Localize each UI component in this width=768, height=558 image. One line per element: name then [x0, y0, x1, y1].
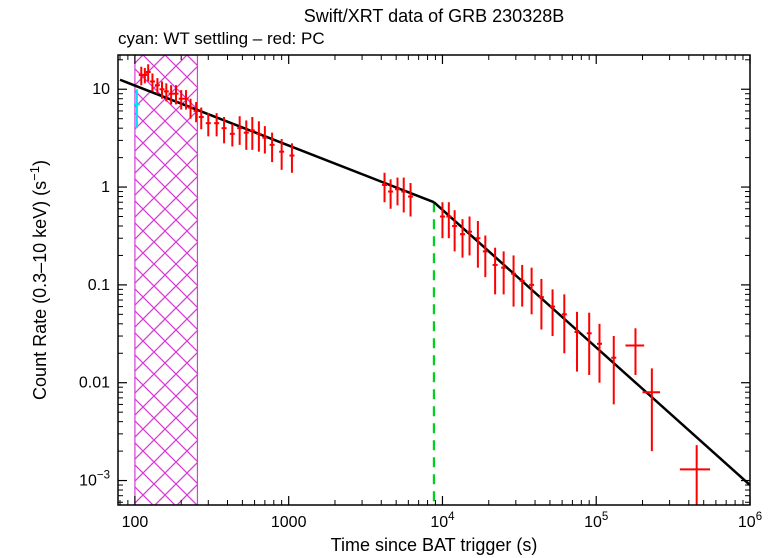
y-tick-label: 1 [101, 179, 110, 196]
hatch-region [135, 55, 198, 505]
y-axis-label-text: Count Rate (0.3–10 keV) (s−1) [27, 160, 50, 400]
x-tick-label: 100 [122, 514, 149, 531]
y-tick-label: 0.1 [88, 277, 110, 294]
x-tick-label: 1000 [271, 514, 307, 531]
chart-subtitle-text: cyan: WT settling – red: PC [118, 29, 325, 48]
y-tick-label: 0.01 [79, 375, 110, 392]
y-tick-label: 10 [92, 81, 110, 98]
chart-title-text: Swift/XRT data of GRB 230328B [304, 6, 564, 26]
x-axis-label-text: Time since BAT trigger (s) [331, 535, 538, 555]
